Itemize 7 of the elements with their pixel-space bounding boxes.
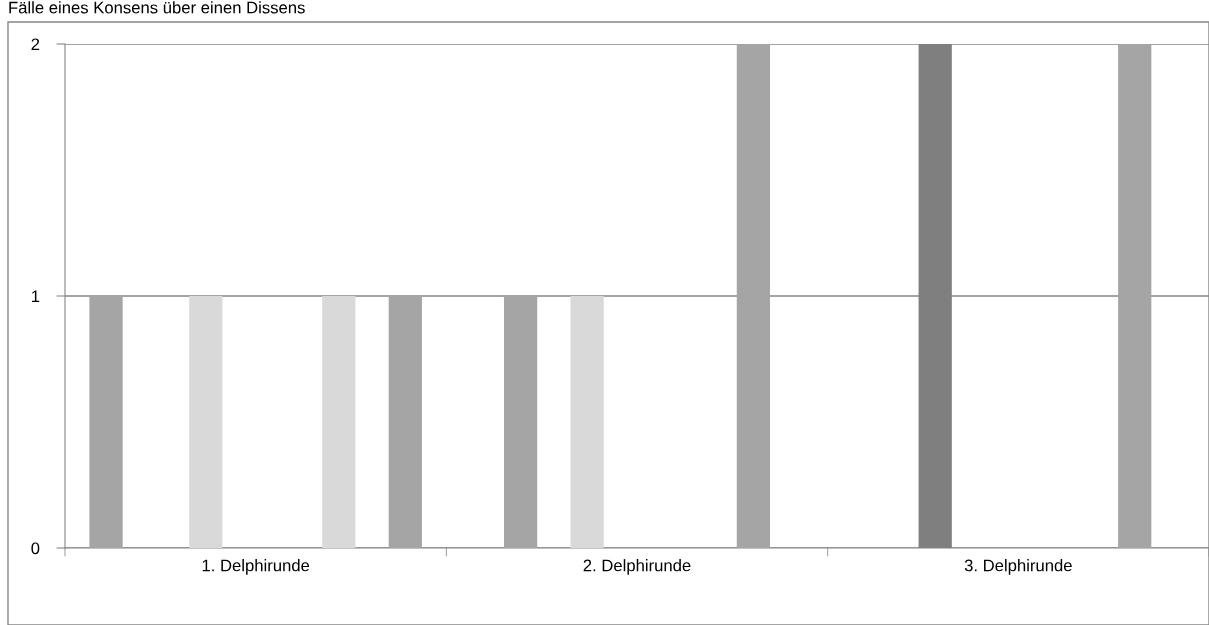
y-tick-label: 1 <box>32 290 40 303</box>
x-tick-label: 2. Delphirunde <box>583 559 691 575</box>
x-tick-label: 3. Delphirunde <box>964 559 1072 575</box>
y-tick-label: 0 <box>31 542 40 555</box>
y-tick-label: 2 <box>31 38 40 51</box>
x-tick-label: 1. Delphirunde <box>202 559 310 575</box>
chart-title: Fälle eines Konsens über einen Dissens <box>9 1 305 14</box>
